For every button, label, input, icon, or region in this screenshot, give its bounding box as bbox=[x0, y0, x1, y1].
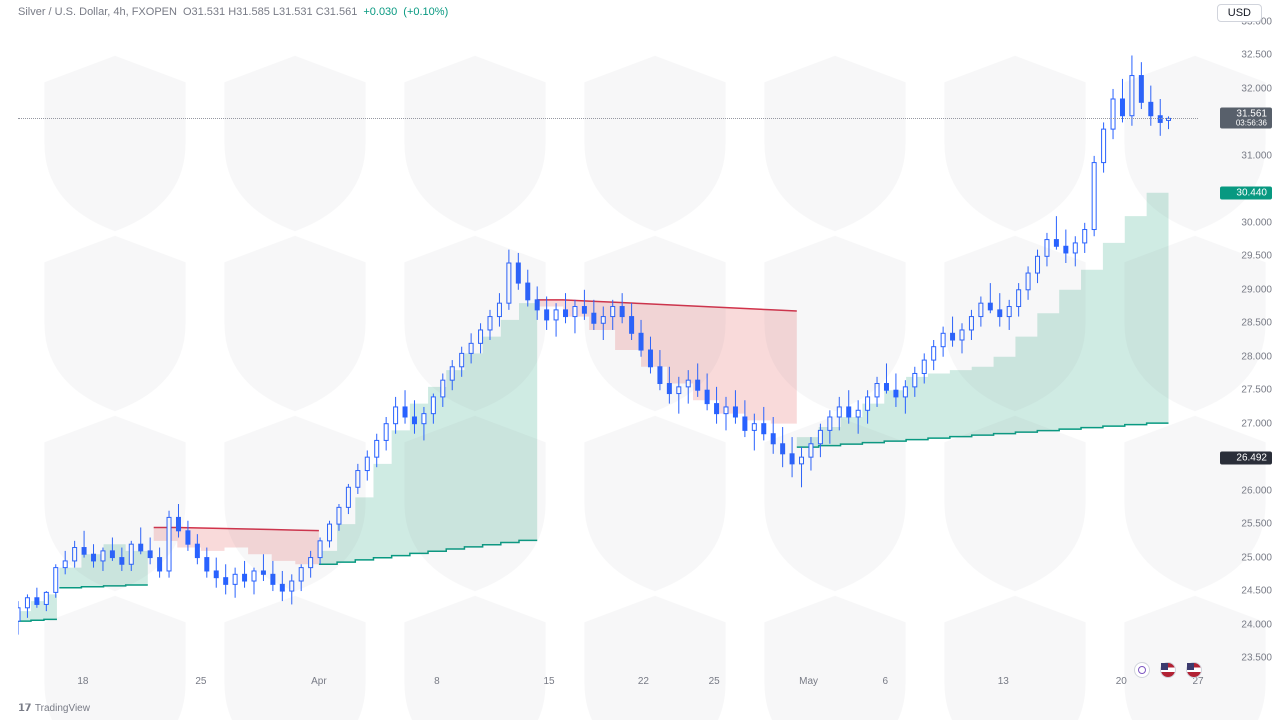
svg-text:ARAB BUSINESS: ARAB BUSINESS bbox=[427, 715, 523, 720]
svg-text:ARAB BUSINESS: ARAB BUSINESS bbox=[787, 715, 883, 720]
x-tick: 25 bbox=[709, 676, 720, 687]
y-tick: 32.000 bbox=[1241, 83, 1272, 94]
symbol-name: Silver / U.S. Dollar, 4h, FXOPEN bbox=[18, 6, 177, 18]
x-tick: 8 bbox=[434, 676, 440, 687]
x-tick: 6 bbox=[883, 676, 889, 687]
change-pct: (+0.10%) bbox=[403, 6, 448, 18]
x-tick: 15 bbox=[543, 676, 554, 687]
chart-header: Silver / U.S. Dollar, 4h, FXOPEN O31.531… bbox=[18, 6, 448, 18]
svg-text:ARAB BUSINESS: ARAB BUSINESS bbox=[967, 715, 1063, 720]
y-tick: 25.500 bbox=[1241, 519, 1272, 530]
y-tick: 24.500 bbox=[1241, 586, 1272, 597]
chart-root: Silver / U.S. Dollar, 4h, FXOPEN O31.531… bbox=[0, 0, 1280, 720]
currency-button[interactable]: USD bbox=[1217, 4, 1262, 22]
y-tick: 25.000 bbox=[1241, 552, 1272, 563]
y-tick: 27.000 bbox=[1241, 418, 1272, 429]
us-flag-icon[interactable] bbox=[1160, 662, 1176, 678]
svg-text:ARAB BUSINESS: ARAB BUSINESS bbox=[1147, 715, 1243, 720]
attribution-text: TradingView bbox=[35, 703, 90, 714]
x-tick: 25 bbox=[195, 676, 206, 687]
ohlc-readout: O31.531 H31.585 L31.531 C31.561 bbox=[183, 6, 357, 18]
y-tick: 27.500 bbox=[1241, 385, 1272, 396]
price-tag: 31.56103:56:36 bbox=[1220, 108, 1272, 129]
y-tick: 30.000 bbox=[1241, 217, 1272, 228]
x-axis[interactable]: 1825Apr8152225May6132027 bbox=[18, 676, 1198, 692]
us-flag-icon[interactable] bbox=[1186, 662, 1202, 678]
plot-area[interactable] bbox=[18, 22, 1198, 682]
price-tag: 26.492 bbox=[1220, 451, 1272, 464]
y-tick: 32.500 bbox=[1241, 50, 1272, 61]
attribution: 𝟭𝟳 TradingView bbox=[18, 703, 90, 714]
y-tick: 26.000 bbox=[1241, 485, 1272, 496]
tradingview-logo-icon: 𝟭𝟳 bbox=[18, 703, 31, 714]
price-tag: 30.440 bbox=[1220, 187, 1272, 200]
y-tick: 31.000 bbox=[1241, 150, 1272, 161]
event-icons bbox=[1134, 662, 1202, 678]
x-tick: 18 bbox=[77, 676, 88, 687]
svg-text:ARAB BUSINESS: ARAB BUSINESS bbox=[247, 715, 343, 720]
x-tick: Apr bbox=[311, 676, 327, 687]
x-tick: 22 bbox=[638, 676, 649, 687]
svg-text:ARAB BUSINESS: ARAB BUSINESS bbox=[607, 715, 703, 720]
y-tick: 28.500 bbox=[1241, 318, 1272, 329]
y-tick: 29.500 bbox=[1241, 251, 1272, 262]
y-tick: 23.500 bbox=[1241, 653, 1272, 664]
event-icon[interactable] bbox=[1134, 662, 1150, 678]
svg-text:ARAB BUSINESS: ARAB BUSINESS bbox=[67, 715, 163, 720]
y-tick: 24.000 bbox=[1241, 619, 1272, 630]
y-tick: 28.000 bbox=[1241, 351, 1272, 362]
x-tick: May bbox=[799, 676, 818, 687]
x-tick: 20 bbox=[1116, 676, 1127, 687]
x-tick: 13 bbox=[998, 676, 1009, 687]
last-price-line bbox=[18, 118, 1198, 119]
change-value: +0.030 bbox=[363, 6, 397, 18]
y-tick: 29.000 bbox=[1241, 284, 1272, 295]
